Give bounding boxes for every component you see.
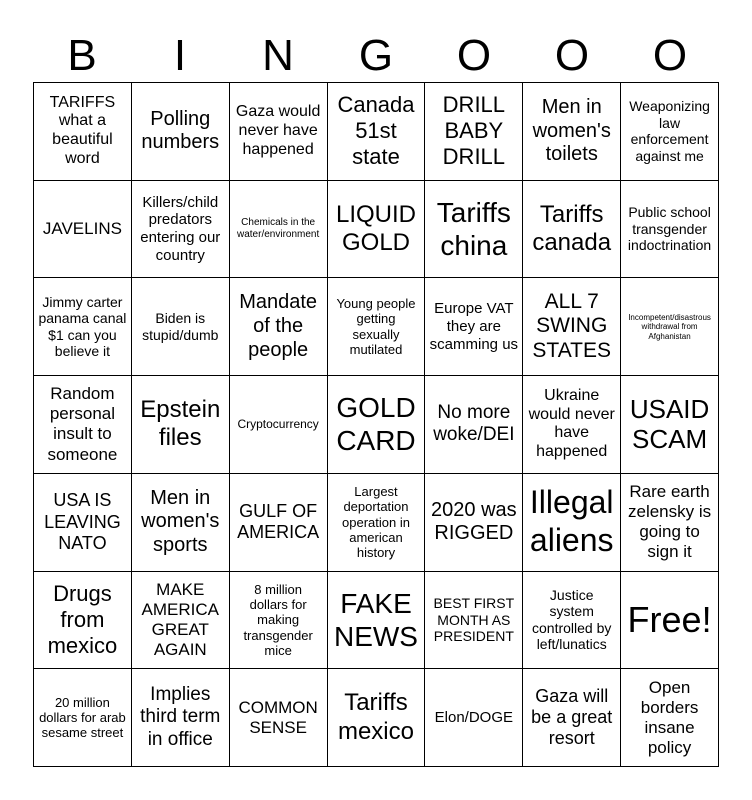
bingo-cell: LIQUID GOLD	[327, 180, 426, 279]
bingo-cell: Killers/child predators entering our cou…	[131, 180, 230, 279]
bingo-cell: BEST FIRST MONTH AS PRESIDENT	[425, 571, 524, 670]
header-letter: N	[262, 31, 294, 80]
bingo-cell: USAID SCAM	[621, 376, 719, 474]
bingo-cell: No more woke/DEI	[425, 376, 524, 474]
bingo-cell: Jimmy carter panama canal $1 can you bel…	[34, 278, 132, 377]
bingo-cell: Gaza will be a great resort	[523, 669, 622, 767]
header-letter: I	[173, 31, 187, 80]
bingo-cell: Elon/DOGE	[425, 669, 524, 767]
bingo-cell: Random personal insult to someone	[34, 376, 132, 474]
bingo-cell: Illegal aliens	[523, 473, 622, 572]
bingo-cell: Tariffs china	[425, 180, 524, 279]
bingo-grid: TARIFFS what a beautiful word Polling num…	[33, 82, 719, 767]
bingo-cell: Open borders insane policy	[621, 669, 719, 767]
bingo-cell: Chemicals in the water/environment	[229, 180, 328, 279]
bingo-cell: 2020 was RIGGED	[425, 473, 524, 572]
header-letter: O	[456, 31, 492, 80]
bingo-cell: Epstein files	[131, 376, 230, 474]
bingo-cell: Rare earth zelensky is going to sign it	[621, 473, 719, 572]
bingo-cell: Polling numbers	[131, 83, 230, 181]
bingo-cell: FAKE NEWS	[327, 571, 426, 670]
bingo-cell: Incompetent/disastrous withdrawal from A…	[621, 278, 719, 377]
bingo-cell: Weaponizing law enforcement against me	[621, 83, 719, 181]
bingo-cell: Tariffs mexico	[327, 669, 426, 767]
bingo-cell: Gaza would never have happened	[229, 83, 328, 181]
header-letter: B	[67, 31, 97, 80]
bingo-cell: Largest deportation operation in america…	[327, 473, 426, 572]
bingo-cell: 8 million dollars for making transgender…	[229, 571, 328, 670]
bingo-cell: Ukraine would never have happened	[523, 376, 622, 474]
bingo-cell: GOLD CARD	[327, 376, 426, 474]
bingo-cell: USA IS LEAVING NATO	[34, 473, 132, 572]
bingo-cell: Men in women's toilets	[523, 83, 622, 181]
bingo-cell: Public school transgender indoctrination	[621, 180, 719, 279]
bingo-cell: ALL 7 SWING STATES	[523, 278, 622, 377]
bingo-cell: Mandate of the people	[229, 278, 328, 377]
bingo-cell: Cryptocurrency	[229, 376, 328, 474]
bingo-cell: 20 million dollars for arab sesame stree…	[34, 669, 132, 767]
bingo-cell: Free!	[621, 571, 719, 670]
bingo-cell: Canada 51st state	[327, 83, 426, 181]
bingo-cell: Drugs from mexico	[34, 571, 132, 670]
bingo-cell: Young people getting sexually mutilated	[327, 278, 426, 377]
bingo-cell: Implies third term in office	[131, 669, 230, 767]
bingo-cell: COMMON SENSE	[229, 669, 328, 767]
bingo-cell: GULF OF AMERICA	[229, 473, 328, 572]
bingo-cell: Men in women's sports	[131, 473, 230, 572]
bingo-cell: Europe VAT they are scamming us	[425, 278, 524, 377]
bingo-cell: Tariffs canada	[523, 180, 622, 279]
bingo-cell: Biden is stupid/dumb	[131, 278, 230, 377]
bingo-cell: JAVELINS	[34, 180, 132, 279]
bingo-cell: TARIFFS what a beautiful word	[34, 83, 132, 181]
bingo-cell: Justice system controlled by left/lunati…	[523, 571, 622, 670]
header-letter: O	[554, 31, 590, 80]
bingo-cell: DRILL BABY DRILL	[425, 83, 524, 181]
header-letter: O	[652, 31, 688, 80]
bingo-cell: MAKE AMERICA GREAT AGAIN	[131, 571, 230, 670]
header-letter: G	[358, 31, 394, 80]
